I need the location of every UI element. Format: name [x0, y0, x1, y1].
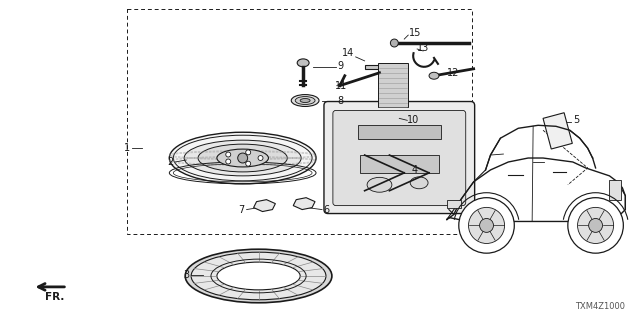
Circle shape	[589, 219, 602, 232]
Circle shape	[246, 161, 251, 166]
Ellipse shape	[291, 95, 319, 107]
Circle shape	[459, 198, 515, 253]
Ellipse shape	[184, 140, 301, 176]
Circle shape	[468, 207, 504, 244]
Text: 12: 12	[447, 68, 460, 78]
Text: 11: 11	[335, 81, 347, 91]
Ellipse shape	[429, 72, 439, 79]
Bar	[609, 180, 621, 200]
Polygon shape	[365, 65, 387, 102]
Circle shape	[226, 159, 230, 164]
Text: 8: 8	[338, 96, 344, 106]
Ellipse shape	[390, 39, 398, 47]
Circle shape	[246, 150, 251, 155]
FancyBboxPatch shape	[324, 101, 475, 213]
Ellipse shape	[191, 252, 326, 300]
Text: TXM4Z1000: TXM4Z1000	[575, 302, 625, 311]
Ellipse shape	[217, 149, 268, 167]
Polygon shape	[253, 200, 275, 212]
Ellipse shape	[198, 144, 287, 172]
Bar	[360, 155, 439, 173]
Polygon shape	[293, 198, 315, 210]
Text: 2: 2	[167, 157, 173, 167]
Text: 6: 6	[323, 204, 329, 215]
Bar	[127, 9, 472, 234]
Bar	[447, 200, 461, 208]
Bar	[378, 63, 408, 108]
Text: 15: 15	[409, 28, 422, 38]
Text: 4: 4	[412, 165, 417, 175]
Ellipse shape	[173, 135, 312, 181]
Text: 14: 14	[342, 48, 355, 58]
Text: 13: 13	[417, 43, 429, 53]
Ellipse shape	[388, 165, 396, 171]
Ellipse shape	[410, 177, 428, 189]
Text: FR.: FR.	[45, 292, 64, 302]
Ellipse shape	[385, 163, 399, 173]
Text: 10: 10	[407, 115, 419, 125]
Circle shape	[258, 156, 263, 161]
FancyBboxPatch shape	[333, 110, 466, 206]
Circle shape	[237, 153, 248, 163]
Circle shape	[479, 219, 493, 232]
Text: 5: 5	[573, 115, 579, 125]
Ellipse shape	[217, 262, 300, 290]
Text: 3: 3	[183, 270, 189, 280]
Ellipse shape	[295, 97, 315, 105]
Text: 9: 9	[338, 61, 344, 71]
Ellipse shape	[367, 177, 392, 192]
Circle shape	[568, 198, 623, 253]
Circle shape	[226, 152, 230, 157]
Bar	[358, 125, 441, 139]
Ellipse shape	[297, 59, 309, 67]
Ellipse shape	[170, 132, 316, 184]
Circle shape	[577, 207, 614, 244]
Ellipse shape	[300, 99, 310, 102]
Ellipse shape	[185, 249, 332, 303]
Bar	[543, 113, 572, 149]
Text: 7: 7	[239, 204, 244, 215]
Text: 1: 1	[124, 143, 130, 153]
